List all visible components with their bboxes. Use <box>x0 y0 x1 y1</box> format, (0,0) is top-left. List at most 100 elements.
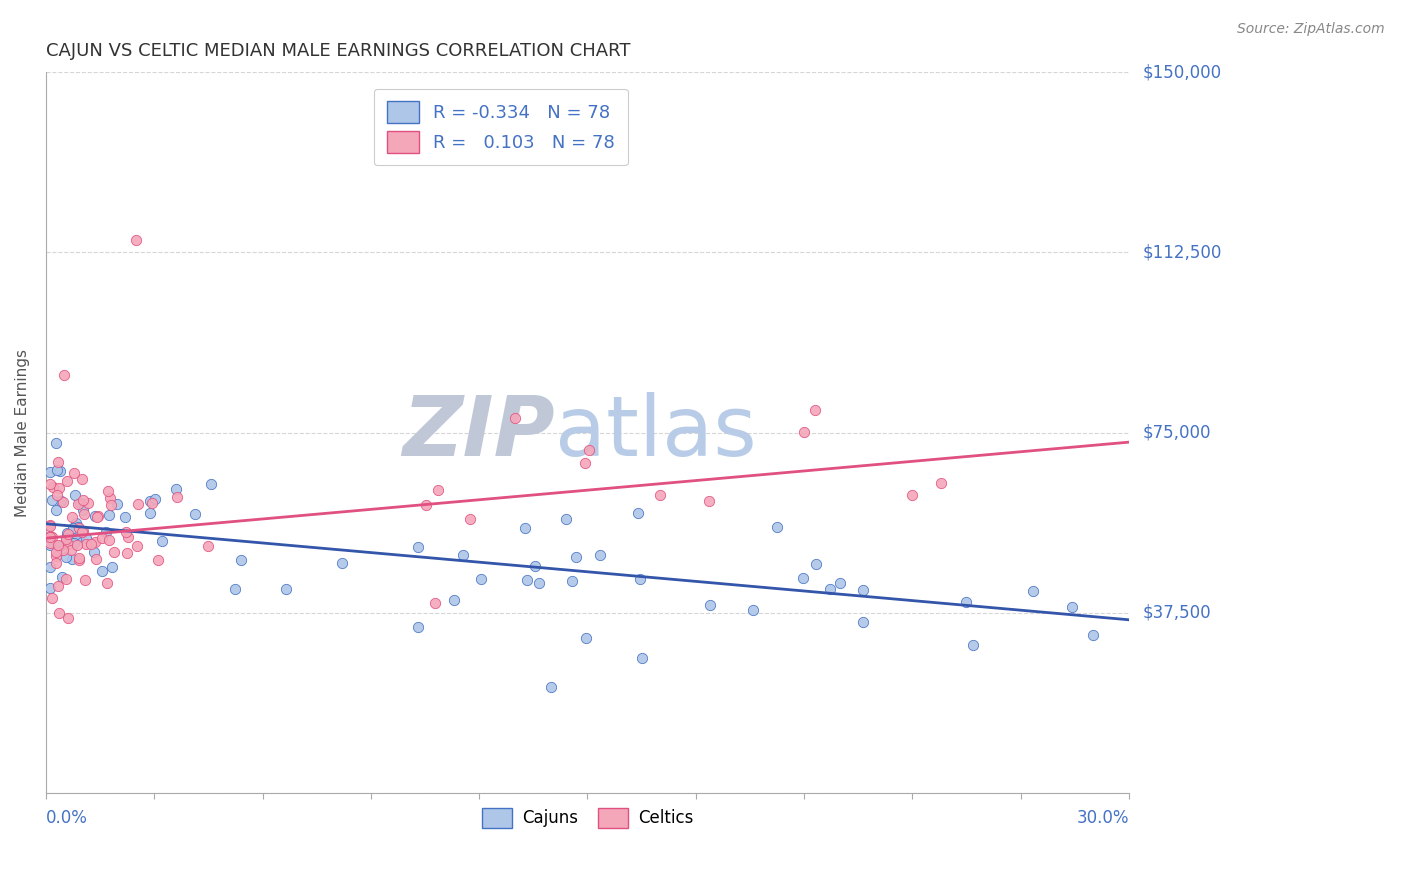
Point <box>103 545 125 559</box>
Text: 30.0%: 30.0% <box>1077 809 1129 827</box>
Point <box>630 651 652 665</box>
Point <box>38 581 60 595</box>
Point <box>224 582 246 596</box>
Point <box>427 483 450 497</box>
Point <box>425 596 447 610</box>
Point <box>513 521 536 535</box>
Point <box>578 442 600 457</box>
Point <box>741 603 763 617</box>
Point <box>72 524 94 538</box>
Point <box>97 483 120 498</box>
Point <box>575 631 598 645</box>
Point <box>98 533 121 547</box>
Point <box>84 535 107 549</box>
Point <box>100 498 122 512</box>
Point <box>67 497 90 511</box>
Point <box>67 553 90 567</box>
Point <box>84 552 107 566</box>
Point <box>94 524 117 539</box>
Point <box>73 508 96 522</box>
Point <box>561 574 583 588</box>
Point <box>453 548 475 562</box>
Point <box>69 530 91 544</box>
Point <box>527 576 550 591</box>
Point <box>274 582 297 597</box>
Point <box>901 488 924 502</box>
Point <box>443 593 465 607</box>
Point <box>962 638 984 652</box>
Point <box>83 545 105 559</box>
Point <box>45 545 67 559</box>
Point <box>58 611 80 625</box>
Point <box>148 553 170 567</box>
Point <box>127 497 149 511</box>
Point <box>523 559 546 574</box>
Point <box>415 498 437 512</box>
Point <box>98 508 121 523</box>
Point <box>929 476 952 491</box>
Point <box>75 531 97 545</box>
Point <box>46 463 69 477</box>
Point <box>1081 628 1104 642</box>
Point <box>63 488 86 502</box>
Point <box>67 520 90 534</box>
Text: CAJUN VS CELTIC MEDIAN MALE EARNINGS CORRELATION CHART: CAJUN VS CELTIC MEDIAN MALE EARNINGS COR… <box>46 42 630 60</box>
Point <box>46 579 69 593</box>
Point <box>793 425 815 439</box>
Point <box>804 402 827 417</box>
Point <box>589 548 612 562</box>
Point <box>197 539 219 553</box>
Point <box>42 480 65 494</box>
Point <box>48 464 70 478</box>
Point <box>70 525 93 540</box>
Point <box>200 477 222 491</box>
Point <box>41 591 63 606</box>
Point <box>56 537 79 551</box>
Point <box>45 502 67 516</box>
Point <box>72 502 94 516</box>
Point <box>38 538 60 552</box>
Point <box>52 494 75 508</box>
Text: atlas: atlas <box>555 392 756 473</box>
Point <box>330 556 353 570</box>
Point <box>648 488 671 502</box>
Point <box>45 556 67 570</box>
Point <box>65 527 87 541</box>
Point <box>114 510 136 524</box>
Point <box>63 466 86 480</box>
Point <box>41 492 63 507</box>
Point <box>1022 583 1045 598</box>
Point <box>59 530 82 544</box>
Point <box>56 474 79 488</box>
Point <box>516 574 538 588</box>
Point <box>765 519 787 533</box>
Point <box>165 482 187 496</box>
Point <box>45 436 67 450</box>
Point <box>55 531 77 545</box>
Point <box>540 680 562 694</box>
Point <box>70 472 93 486</box>
Point <box>627 506 650 520</box>
Point <box>49 539 72 553</box>
Point <box>818 582 841 596</box>
Point <box>48 607 70 621</box>
Point <box>115 524 138 539</box>
Point <box>38 560 60 574</box>
Point <box>73 573 96 587</box>
Point <box>49 494 72 508</box>
Text: 0.0%: 0.0% <box>46 809 87 827</box>
Point <box>100 560 122 574</box>
Point <box>66 538 89 552</box>
Point <box>830 576 852 591</box>
Point <box>699 598 721 612</box>
Text: ZIP: ZIP <box>402 392 555 473</box>
Point <box>39 517 62 532</box>
Point <box>45 488 67 502</box>
Point <box>125 234 148 248</box>
Point <box>406 620 429 634</box>
Point <box>141 496 163 510</box>
Point <box>406 540 429 554</box>
Point <box>48 481 70 495</box>
Point <box>792 571 814 585</box>
Point <box>56 526 79 541</box>
